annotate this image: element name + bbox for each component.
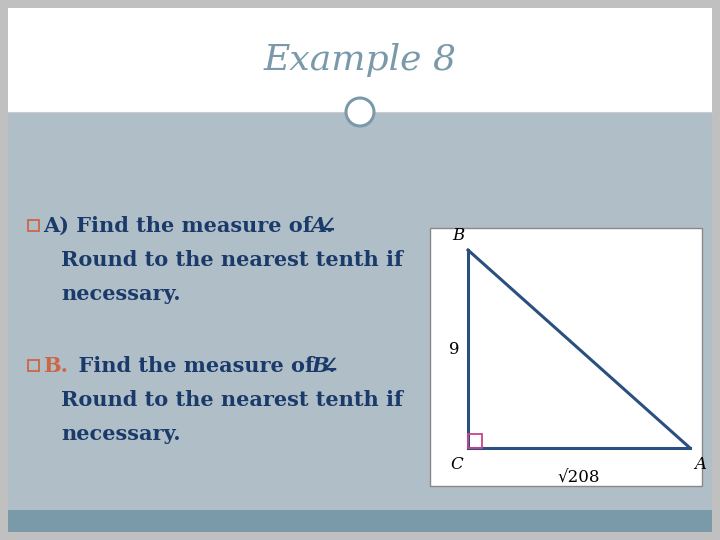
Text: B.: B. bbox=[311, 356, 336, 376]
Text: Find the measure of ∠: Find the measure of ∠ bbox=[64, 356, 338, 376]
Bar bbox=[8, 112, 712, 510]
Text: necessary.: necessary. bbox=[61, 284, 181, 304]
Text: A: A bbox=[694, 456, 706, 473]
Bar bbox=[28, 220, 39, 231]
Text: B: B bbox=[453, 227, 465, 244]
Text: A) Find the measure of ∠: A) Find the measure of ∠ bbox=[43, 216, 336, 236]
Text: Example 8: Example 8 bbox=[264, 43, 456, 77]
Bar bbox=[468, 434, 482, 448]
Bar bbox=[28, 360, 39, 371]
Text: Round to the nearest tenth if: Round to the nearest tenth if bbox=[61, 390, 403, 410]
Text: C: C bbox=[450, 456, 463, 473]
Text: A.: A. bbox=[311, 216, 335, 236]
Bar bbox=[8, 510, 712, 532]
Bar bbox=[8, 8, 712, 112]
Text: √208: √208 bbox=[558, 470, 600, 487]
Text: 9: 9 bbox=[449, 341, 460, 357]
Text: Round to the nearest tenth if: Round to the nearest tenth if bbox=[61, 250, 403, 270]
Bar bbox=[430, 228, 702, 486]
Text: B.: B. bbox=[43, 356, 68, 376]
Circle shape bbox=[346, 98, 374, 126]
Text: necessary.: necessary. bbox=[61, 424, 181, 444]
